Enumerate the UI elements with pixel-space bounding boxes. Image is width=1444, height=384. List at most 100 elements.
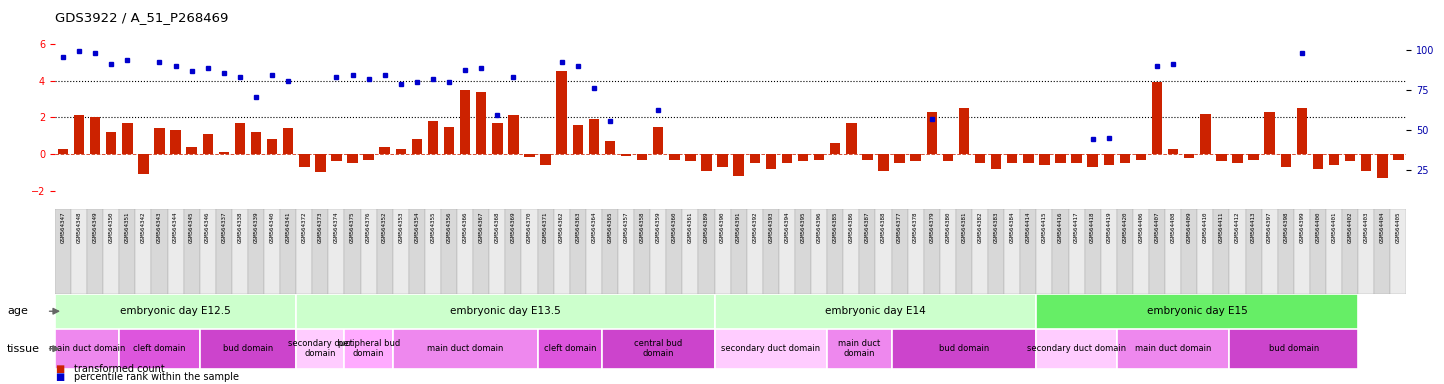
- Text: GSM564401: GSM564401: [1331, 212, 1337, 243]
- Text: GSM564340: GSM564340: [270, 212, 274, 243]
- Bar: [637, 154, 647, 160]
- Text: GSM564385: GSM564385: [833, 212, 838, 243]
- Bar: [589, 119, 599, 154]
- Bar: [1040, 154, 1050, 165]
- Bar: [1265, 112, 1275, 154]
- Bar: [280, 209, 296, 294]
- Text: GSM564412: GSM564412: [1235, 212, 1240, 243]
- Text: GSM564341: GSM564341: [286, 212, 290, 243]
- Text: percentile rank within the sample: percentile rank within the sample: [74, 372, 238, 382]
- Bar: [477, 91, 487, 154]
- Bar: [846, 123, 856, 154]
- Bar: [927, 112, 937, 154]
- Text: GDS3922 / A_51_P268469: GDS3922 / A_51_P268469: [55, 12, 228, 25]
- Bar: [621, 154, 631, 156]
- Bar: [1344, 154, 1356, 161]
- Text: GSM564411: GSM564411: [1219, 212, 1225, 243]
- Bar: [1071, 154, 1082, 163]
- Bar: [1021, 209, 1037, 294]
- Bar: [1249, 154, 1259, 160]
- Text: GSM564390: GSM564390: [721, 212, 725, 243]
- Text: main duct domain: main duct domain: [427, 344, 504, 353]
- Bar: [461, 90, 471, 154]
- Text: GSM564397: GSM564397: [1268, 212, 1272, 243]
- Text: GSM564371: GSM564371: [543, 212, 549, 243]
- Bar: [186, 147, 196, 154]
- Text: GSM564407: GSM564407: [1155, 212, 1160, 243]
- Text: GSM564380: GSM564380: [946, 212, 950, 243]
- Bar: [296, 329, 345, 369]
- Text: GSM564408: GSM564408: [1171, 212, 1175, 243]
- Bar: [283, 128, 293, 154]
- Bar: [120, 209, 136, 294]
- Bar: [749, 154, 760, 163]
- Bar: [199, 209, 215, 294]
- Bar: [155, 128, 165, 154]
- Text: bud domain: bud domain: [939, 344, 989, 353]
- Bar: [1197, 209, 1213, 294]
- Bar: [1281, 154, 1291, 167]
- Bar: [1134, 209, 1149, 294]
- Bar: [715, 329, 827, 369]
- Bar: [1297, 108, 1307, 154]
- Bar: [87, 209, 103, 294]
- Text: transformed count: transformed count: [74, 364, 165, 374]
- Text: GSM564350: GSM564350: [108, 212, 114, 243]
- Bar: [1181, 209, 1197, 294]
- Text: GSM564388: GSM564388: [881, 212, 887, 243]
- Bar: [74, 116, 84, 154]
- Bar: [1087, 154, 1097, 167]
- Bar: [653, 126, 663, 154]
- Text: GSM564362: GSM564362: [559, 212, 565, 243]
- Text: GSM564399: GSM564399: [1300, 212, 1304, 243]
- Bar: [377, 209, 393, 294]
- Text: GSM564383: GSM564383: [993, 212, 999, 243]
- Bar: [799, 154, 809, 161]
- Text: GSM564405: GSM564405: [1396, 212, 1401, 243]
- Text: GSM564382: GSM564382: [978, 212, 982, 243]
- Bar: [731, 209, 747, 294]
- Bar: [908, 209, 924, 294]
- Bar: [136, 209, 152, 294]
- Bar: [537, 209, 553, 294]
- Bar: [120, 329, 199, 369]
- Text: GSM564372: GSM564372: [302, 212, 306, 243]
- Bar: [862, 154, 872, 160]
- Bar: [1184, 154, 1194, 158]
- Bar: [686, 154, 696, 161]
- Bar: [267, 139, 277, 154]
- Text: GSM564384: GSM564384: [1009, 212, 1015, 243]
- Bar: [251, 132, 261, 154]
- Bar: [103, 209, 120, 294]
- Bar: [215, 209, 232, 294]
- Text: GSM564386: GSM564386: [849, 212, 853, 243]
- Bar: [345, 209, 361, 294]
- Bar: [940, 209, 956, 294]
- Bar: [474, 209, 490, 294]
- Bar: [409, 209, 425, 294]
- Bar: [248, 209, 264, 294]
- Text: GSM564348: GSM564348: [77, 212, 81, 243]
- Bar: [328, 209, 345, 294]
- Bar: [762, 209, 778, 294]
- Text: GSM564343: GSM564343: [157, 212, 162, 243]
- Bar: [1232, 154, 1243, 163]
- Bar: [1152, 83, 1162, 154]
- Bar: [1294, 209, 1310, 294]
- Bar: [264, 209, 280, 294]
- Text: cleft domain: cleft domain: [543, 344, 596, 353]
- Bar: [586, 209, 602, 294]
- Text: GSM564369: GSM564369: [511, 212, 516, 243]
- Bar: [396, 149, 406, 154]
- Text: GSM564349: GSM564349: [92, 212, 98, 243]
- Text: GSM564368: GSM564368: [495, 212, 500, 243]
- Bar: [859, 209, 875, 294]
- Bar: [1313, 154, 1323, 169]
- Bar: [312, 209, 328, 294]
- Bar: [331, 154, 342, 161]
- Bar: [364, 154, 374, 160]
- Text: ■: ■: [55, 364, 64, 374]
- Text: GSM564353: GSM564353: [399, 212, 403, 243]
- Text: embryonic day E12.5: embryonic day E12.5: [120, 306, 231, 316]
- Bar: [878, 154, 888, 170]
